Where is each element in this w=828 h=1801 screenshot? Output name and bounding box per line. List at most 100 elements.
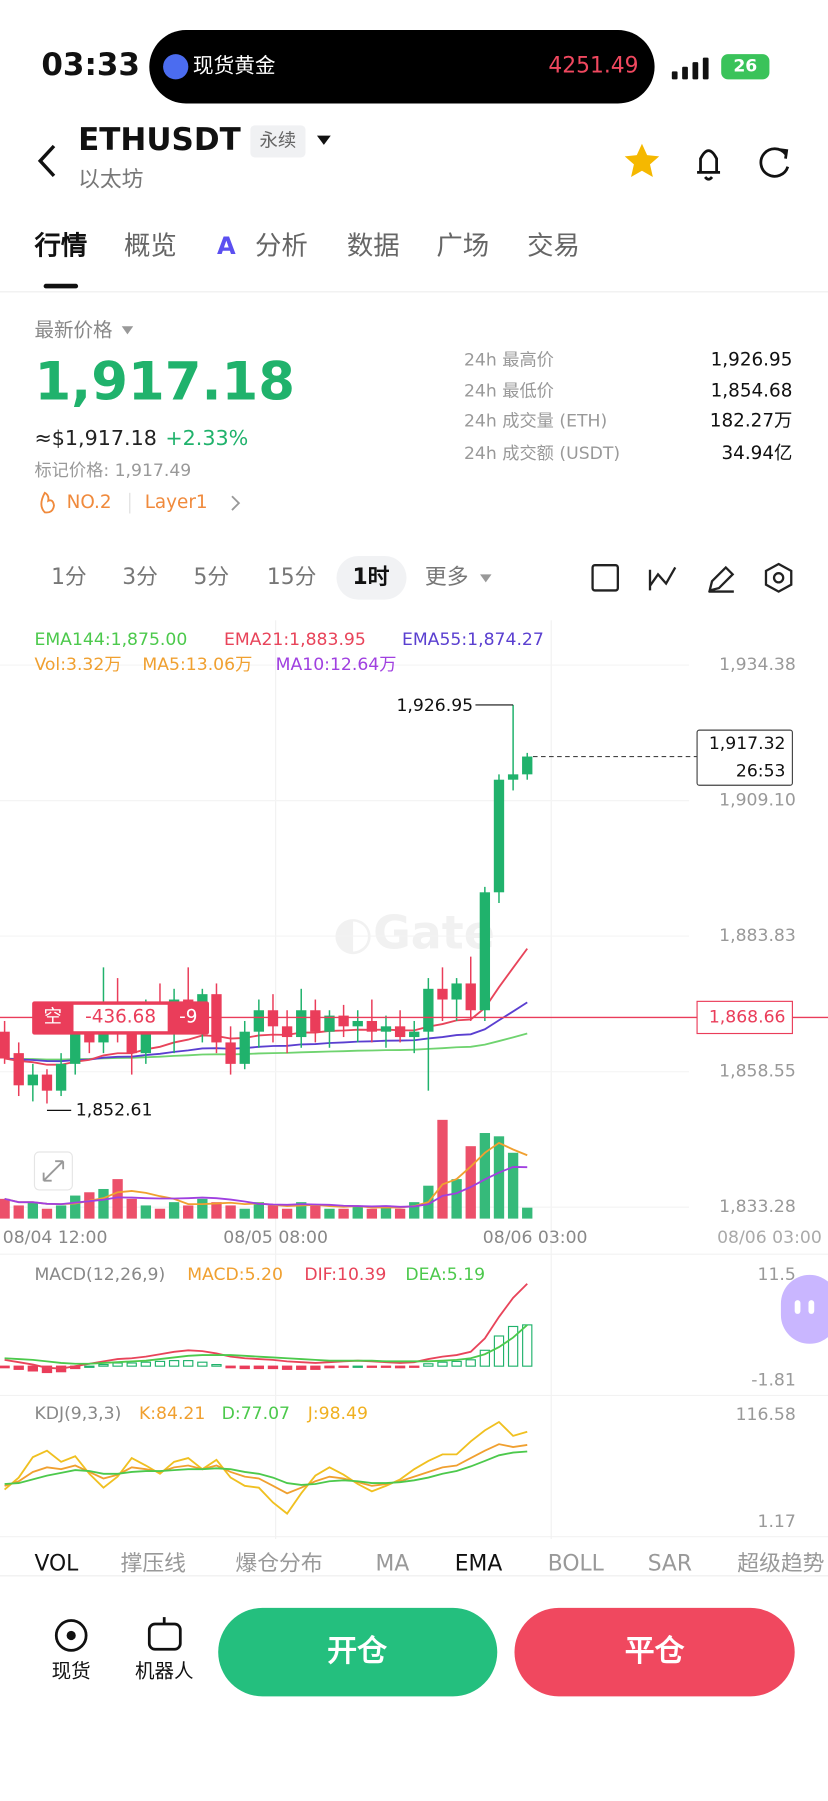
- indicator-tab[interactable]: MA: [376, 1551, 410, 1576]
- more-dropdown[interactable]: [480, 574, 492, 583]
- watermark: ◐Gate: [333, 906, 495, 960]
- timeframe[interactable]: 15分: [267, 565, 317, 590]
- candle-body: [324, 1015, 335, 1032]
- macd-bar: [338, 1365, 349, 1368]
- last-price: 1,917.18: [34, 352, 295, 413]
- volume-bar: [239, 1208, 250, 1219]
- ticker-name[interactable]: 现货黄金: [193, 54, 276, 78]
- macd-bar: [522, 1324, 533, 1367]
- candle-body: [225, 1042, 236, 1064]
- indicator-button[interactable]: [648, 566, 677, 591]
- nav-label[interactable]: 现货: [52, 1660, 91, 1683]
- indicator-tab[interactable]: VOL: [34, 1551, 79, 1576]
- indicator-tab[interactable]: 撑压线: [121, 1551, 186, 1576]
- nav-label[interactable]: 机器人: [135, 1660, 194, 1683]
- ticker-icon: [163, 54, 189, 80]
- symbol[interactable]: ETHUSDT: [78, 122, 241, 158]
- timeframe[interactable]: 1分: [51, 565, 87, 590]
- tab[interactable]: 数据: [347, 231, 400, 262]
- volume-bar: [267, 1205, 279, 1219]
- volume-bar: [522, 1207, 533, 1219]
- volume-bar: [465, 1146, 476, 1219]
- timeframe[interactable]: 1时: [352, 565, 389, 590]
- position-price-box: [696, 1000, 793, 1035]
- price-label: 最新价格: [34, 318, 113, 341]
- d-line: [4, 1450, 528, 1486]
- volume-bar: [154, 1208, 166, 1219]
- indicator-value: MA5:13.06万: [142, 655, 252, 675]
- favorite-star[interactable]: [624, 143, 660, 178]
- x-tick-label: 08/06 03:00: [483, 1228, 588, 1248]
- close-position-button[interactable]: [514, 1607, 795, 1697]
- y-tick-label: 1,883.83: [719, 926, 796, 946]
- volume-bar: [197, 1198, 208, 1219]
- y-tick-label: 1.17: [758, 1512, 796, 1532]
- volume-bar: [479, 1133, 491, 1219]
- button-label: 开仓: [327, 1634, 387, 1669]
- dynamic-island[interactable]: [149, 30, 655, 104]
- indicator-value: EMA21:1,883.95: [224, 630, 366, 650]
- indicator-value: EMA144:1,875.00: [34, 630, 187, 650]
- macd-bar: [197, 1361, 208, 1367]
- macd-bar: [296, 1365, 307, 1370]
- draw-button[interactable]: [708, 565, 735, 593]
- timeframe[interactable]: 更多: [425, 565, 469, 590]
- candle-body: [211, 994, 222, 1043]
- sector-link[interactable]: [231, 495, 241, 511]
- sector-tag[interactable]: Layer1: [145, 492, 208, 513]
- stat-label: 24h 最低价: [464, 382, 554, 402]
- rank-tag[interactable]: NO.2: [67, 492, 112, 513]
- mark-price: 标记价格: 1,917.49: [34, 461, 191, 481]
- chart-type-button[interactable]: [591, 564, 619, 592]
- macd-bar: [394, 1365, 406, 1369]
- indicator-tab[interactable]: 超级趋势: [737, 1551, 824, 1576]
- indicator-tab[interactable]: 爆仓分布: [235, 1551, 322, 1576]
- macd-bar: [41, 1365, 53, 1374]
- macd-bar: [366, 1365, 378, 1368]
- back-button[interactable]: [37, 144, 56, 178]
- position-side: 空: [44, 1006, 62, 1027]
- candle-body: [493, 779, 505, 893]
- indicator-tab[interactable]: EMA: [455, 1551, 503, 1576]
- macd-bar: [423, 1363, 434, 1367]
- indicator-value: J:98.49: [307, 1404, 368, 1424]
- last-price-box: [696, 729, 793, 786]
- assistant-bubble[interactable]: [780, 1274, 828, 1344]
- ema21-line: [4, 948, 528, 1066]
- indicator-tab[interactable]: SAR: [648, 1551, 692, 1576]
- candle-body: [55, 1063, 67, 1091]
- volume-bar: [84, 1192, 95, 1219]
- share-button[interactable]: [759, 147, 790, 178]
- candle-body: [437, 988, 448, 1000]
- candle-body: [296, 1010, 307, 1038]
- label-dropdown[interactable]: [121, 326, 134, 335]
- timeframe[interactable]: 3分: [122, 565, 158, 590]
- countdown: 26:53: [736, 761, 786, 781]
- indicator-value: Vol:3.32万: [34, 655, 121, 675]
- tab[interactable]: 概览: [124, 231, 177, 262]
- open-position-button[interactable]: [218, 1607, 498, 1697]
- tab[interactable]: 行情: [33, 231, 87, 262]
- spot-icon-core: [66, 1630, 76, 1641]
- spot-icon[interactable]: [54, 1619, 88, 1652]
- macd-bar: [168, 1360, 180, 1367]
- volume-bar: [310, 1205, 321, 1219]
- candle-body: [479, 892, 491, 1011]
- tab[interactable]: 广场: [436, 231, 489, 262]
- alert-bell[interactable]: [697, 149, 721, 181]
- volume-bar: [27, 1202, 39, 1219]
- candle-body: [84, 1031, 95, 1043]
- indicator-value: DEA:5.19: [405, 1265, 485, 1285]
- settings-button[interactable]: [764, 562, 793, 593]
- macd-bar: [409, 1365, 420, 1368]
- symbol-dropdown[interactable]: [316, 135, 331, 145]
- candle-body: [27, 1074, 39, 1086]
- timeframe[interactable]: 5分: [193, 565, 229, 590]
- tab[interactable]: 分析: [255, 231, 308, 262]
- indicator-tab[interactable]: BOLL: [548, 1551, 605, 1576]
- tab[interactable]: 交易: [527, 231, 580, 262]
- macd-bar: [183, 1360, 194, 1367]
- macd-bar: [239, 1365, 250, 1370]
- macd-bar: [27, 1365, 39, 1372]
- y-tick-label: 1,909.10: [719, 791, 796, 811]
